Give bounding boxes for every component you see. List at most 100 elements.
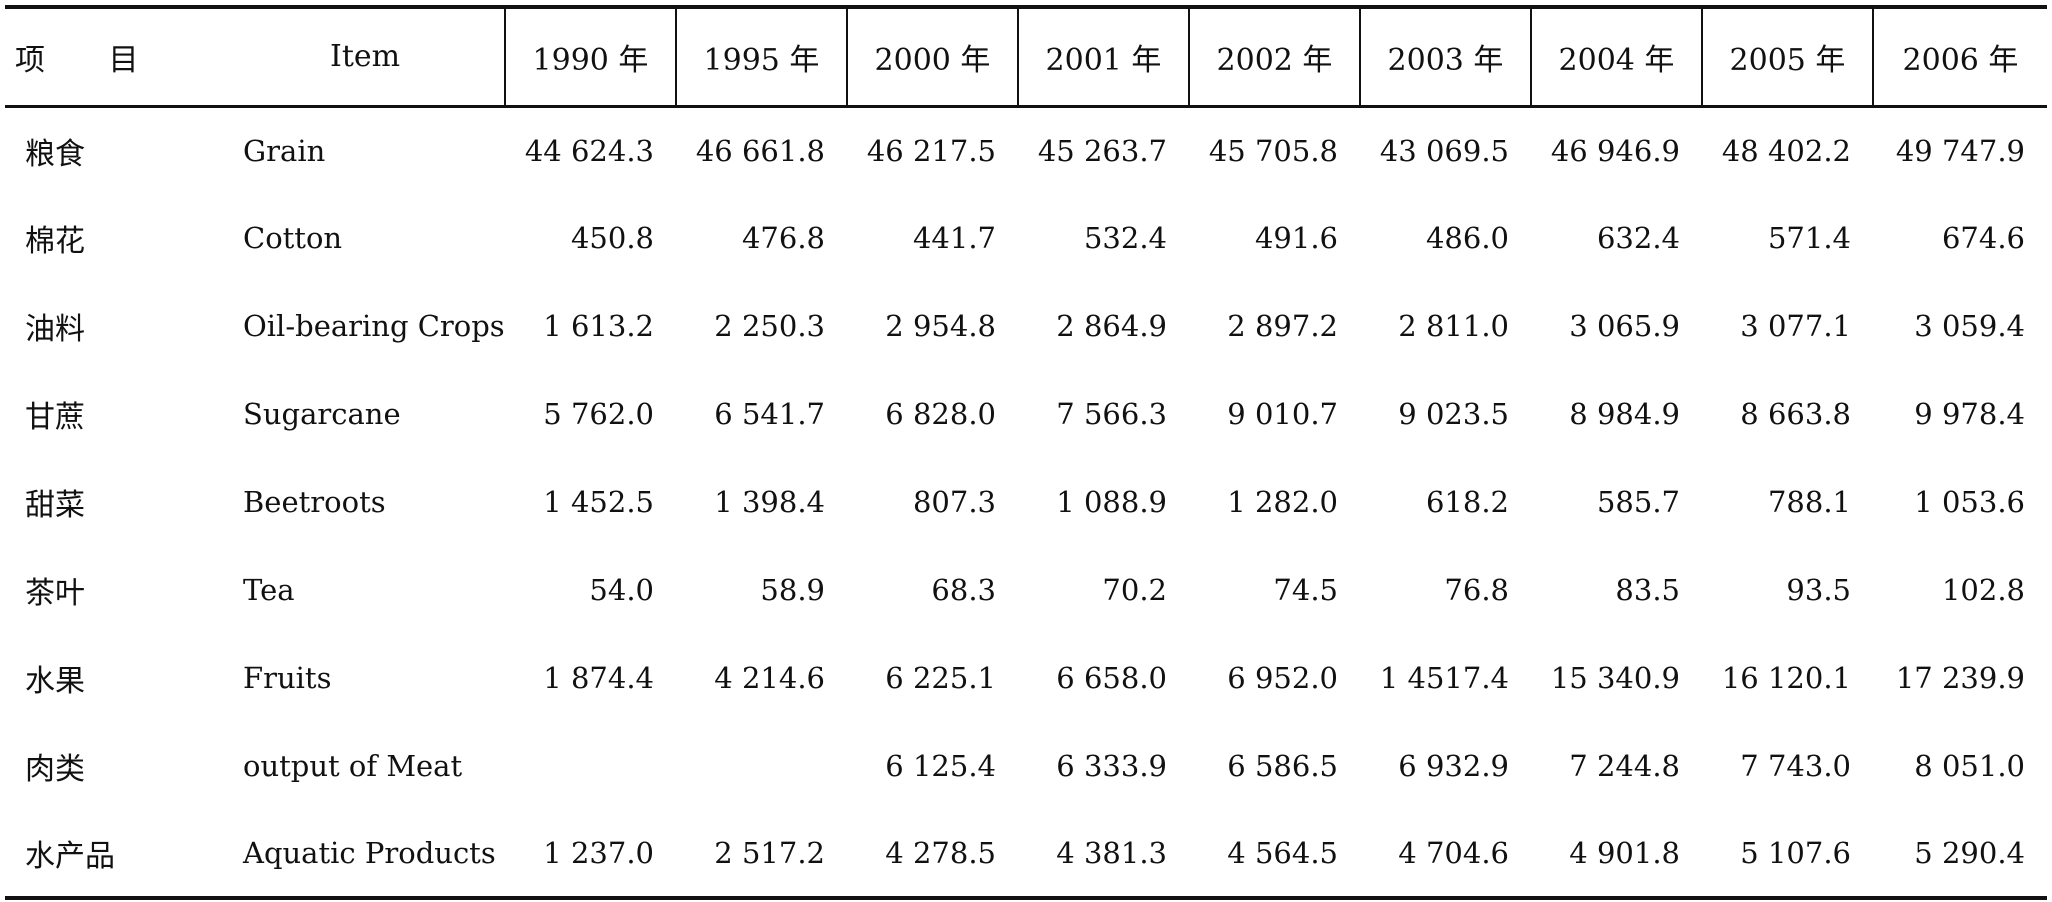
value-cell: 45 705.8 <box>1208 133 1338 168</box>
value-cell: 102.8 <box>1941 573 2025 607</box>
value-cell: 476.8 <box>741 221 825 255</box>
row-item-en: output of Meat <box>243 749 463 783</box>
header-year: 2000 年 <box>846 5 1018 108</box>
value-cell: 6 541.7 <box>714 397 825 431</box>
header-item-en: Item <box>213 5 505 108</box>
table-row: 棉花 Cotton 450.8 476.8 441.7 532.4 491.6 486.0 63… <box>5 194 2047 282</box>
header-year: 2002 年 <box>1188 5 1360 108</box>
value-cell: 5 107.6 <box>1702 810 1873 900</box>
row-item-cn: 肉类 <box>25 752 85 787</box>
value-cell: 8 984.9 <box>1569 397 1680 431</box>
value-cell: 54.0 <box>589 573 654 607</box>
row-item-cn: 粮食 <box>25 136 85 172</box>
value-cell: 46 661.8 <box>695 133 825 168</box>
table-row: 水产品 Aquatic Products 1 237.0 2 517.2 4 278.5… <box>5 810 2047 900</box>
value-cell: 4 704.6 <box>1360 810 1531 900</box>
value-cell: 44 624.3 <box>524 133 654 168</box>
row-item-cn: 水产品 <box>5 810 213 900</box>
header-item-cn: 项 目 <box>5 5 213 108</box>
value-cell: 5 762.0 <box>543 397 654 431</box>
value-cell: 4 381.3 <box>1018 810 1189 900</box>
value-cell: 1 874.4 <box>543 661 654 695</box>
value-cell <box>676 722 847 810</box>
value-cell: 632.4 <box>1596 221 1680 255</box>
value-cell: 1 053.6 <box>1914 485 2025 519</box>
value-cell: 1 088.9 <box>1056 485 1167 519</box>
value-cell: 441.7 <box>912 221 996 255</box>
value-cell: 571.4 <box>1767 221 1851 255</box>
value-cell: 83.5 <box>1615 573 1680 607</box>
value-cell: 49 747.9 <box>1895 133 2025 168</box>
header-row: 项 目 Item 1990 年 1995 年 2000 年 2001 年 200… <box>5 5 2047 108</box>
value-cell: 6 586.5 <box>1227 749 1338 783</box>
value-cell: 4 901.8 <box>1531 810 1702 900</box>
value-cell: 7 566.3 <box>1056 397 1167 431</box>
row-item-en: Oil-bearing Crops <box>243 309 505 343</box>
value-cell: 6 828.0 <box>885 397 996 431</box>
value-cell: 93.5 <box>1786 573 1851 607</box>
header-year: 2001 年 <box>1017 5 1189 108</box>
table-header: 项 目 Item 1990 年 1995 年 2000 年 2001 年 200… <box>5 5 2047 108</box>
value-cell: 16 120.1 <box>1721 661 1851 695</box>
value-cell: 674.6 <box>1941 221 2025 255</box>
row-item-en: Grain <box>243 133 326 168</box>
value-cell: 76.8 <box>1444 573 1509 607</box>
row-item-cn: 油料 <box>25 312 85 347</box>
row-item-en: Sugarcane <box>243 397 401 431</box>
value-cell: 1 282.0 <box>1227 485 1338 519</box>
value-cell: 46 946.9 <box>1550 133 1680 168</box>
row-item-cn: 甘蔗 <box>25 400 85 435</box>
value-cell: 6 932.9 <box>1398 749 1509 783</box>
value-cell: 1 452.5 <box>543 485 654 519</box>
value-cell: 17 239.9 <box>1895 661 2025 695</box>
value-cell: 4 278.5 <box>847 810 1018 900</box>
table-row: 肉类 output of Meat 6 125.4 6 333.9 6 586.5 6 9… <box>5 722 2047 810</box>
value-cell: 2 517.2 <box>676 810 847 900</box>
value-cell: 9 010.7 <box>1227 397 1338 431</box>
value-cell: 58.9 <box>760 573 825 607</box>
value-cell: 532.4 <box>1083 221 1167 255</box>
value-cell: 9 023.5 <box>1398 397 1509 431</box>
table-row: 甜菜 Beetroots 1 452.5 1 398.4 807.3 1 088.9 1 2… <box>5 458 2047 546</box>
value-cell: 4 564.5 <box>1189 810 1360 900</box>
value-cell: 491.6 <box>1254 221 1338 255</box>
row-item-cn: 水果 <box>25 664 85 699</box>
row-item-en: Fruits <box>243 661 332 695</box>
value-cell: 7 244.8 <box>1569 749 1680 783</box>
table-row: 油料 Oil-bearing Crops 1 613.2 2 250.3 2 954.8… <box>5 282 2047 370</box>
value-cell: 8 051.0 <box>1914 749 2025 783</box>
value-cell: 450.8 <box>570 221 654 255</box>
value-cell: 46 217.5 <box>866 133 996 168</box>
header-year: 2005 年 <box>1701 5 1873 108</box>
value-cell: 1 398.4 <box>714 485 825 519</box>
value-cell: 3 077.1 <box>1740 309 1851 343</box>
row-item-cn: 甜菜 <box>25 488 85 523</box>
value-cell: 4 214.6 <box>714 661 825 695</box>
row-item-en: Tea <box>243 573 295 607</box>
table-row: 茶叶 Tea 54.0 58.9 68.3 70.2 74.5 76.8 83.5 93.5 102… <box>5 546 2047 634</box>
table-row: 甘蔗 Sugarcane 5 762.0 6 541.7 6 828.0 7 566.3 9… <box>5 370 2047 458</box>
value-cell: 6 952.0 <box>1227 661 1338 695</box>
value-cell: 486.0 <box>1425 221 1509 255</box>
value-cell: 1 613.2 <box>543 309 654 343</box>
header-year: 2004 年 <box>1530 5 1702 108</box>
value-cell: 45 263.7 <box>1037 133 1167 168</box>
value-cell: 807.3 <box>912 485 996 519</box>
value-cell: 43 069.5 <box>1379 133 1509 168</box>
table-row: 水果 Fruits 1 874.4 4 214.6 6 225.1 6 658.0 6 95… <box>5 634 2047 722</box>
value-cell: 2 864.9 <box>1056 309 1167 343</box>
row-item-cn: 棉花 <box>25 224 85 259</box>
value-cell: 68.3 <box>931 573 996 607</box>
value-cell <box>505 722 676 810</box>
value-cell: 618.2 <box>1425 485 1509 519</box>
statistics-table-container: 项 目 Item 1990 年 1995 年 2000 年 2001 年 200… <box>5 5 2047 900</box>
value-cell: 70.2 <box>1102 573 1167 607</box>
header-year: 1995 年 <box>675 5 847 108</box>
table-body: 粮食 Grain 44 624.3 46 661.8 46 217.5 45 263.7 4… <box>5 106 2047 900</box>
value-cell: 2 811.0 <box>1398 309 1509 343</box>
header-year: 2003 年 <box>1359 5 1531 108</box>
row-item-en: Cotton <box>243 221 343 255</box>
value-cell: 48 402.2 <box>1721 133 1851 168</box>
value-cell: 1 237.0 <box>505 810 676 900</box>
value-cell: 6 125.4 <box>885 749 996 783</box>
